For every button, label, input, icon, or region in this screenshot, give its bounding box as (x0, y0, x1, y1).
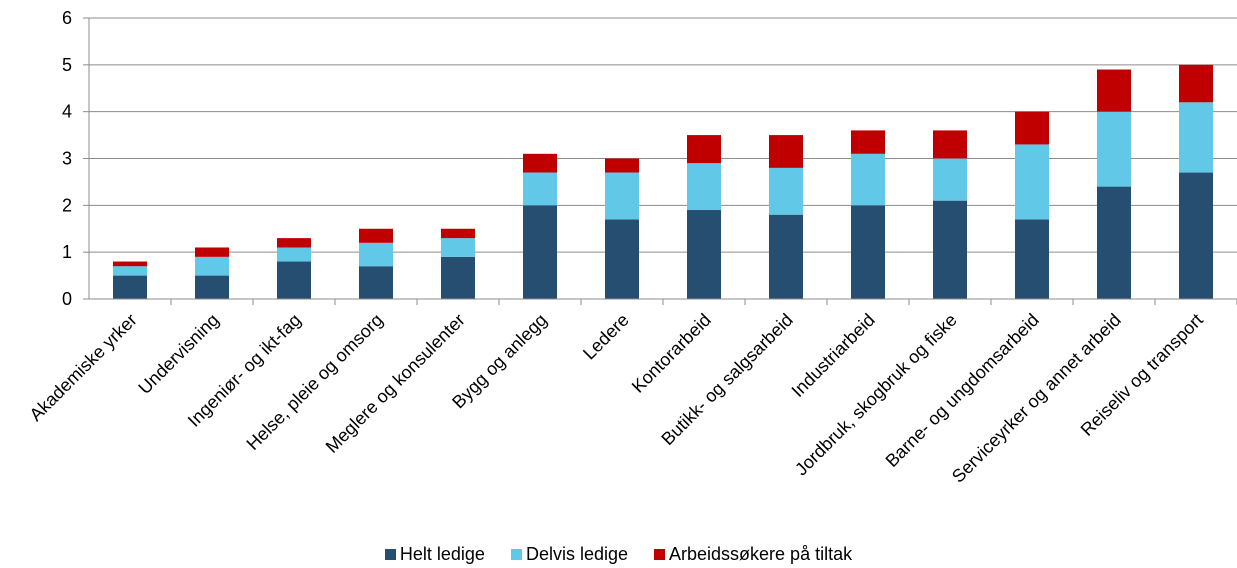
bar-segment-arbeidssokere-pa-tiltak (277, 238, 311, 248)
bar-segment-helt-ledige (113, 275, 147, 299)
bar-segment-helt-ledige (1015, 219, 1049, 299)
bar-segment-helt-ledige (769, 214, 803, 299)
x-category-label: Meglere og konsulenter (322, 310, 469, 457)
bar-segment-delvis-ledige (195, 256, 229, 276)
bar-segment-helt-ledige (359, 266, 393, 299)
y-tick-label: 3 (62, 149, 72, 169)
stacked-bar-chart: 0 1 2 3 4 5 6 Akademiske yrkerUndervisningInge… (26, 8, 1237, 487)
bar-segment-arbeidssokere-pa-tiltak (523, 153, 557, 173)
bar-segment-arbeidssokere-pa-tiltak (687, 135, 721, 164)
x-category-label: Akademiske yrker (26, 310, 141, 425)
legend-label-helt-ledige: Helt ledige (399, 544, 485, 564)
bar-segment-delvis-ledige (523, 172, 557, 206)
x-category-label: Serviceyrker og annet arbeid (948, 310, 1125, 487)
bar-segment-delvis-ledige (1097, 111, 1131, 187)
bar-segment-delvis-ledige (113, 266, 147, 276)
bar-segment-helt-ledige (933, 200, 967, 299)
bar-segment-helt-ledige (1097, 186, 1131, 299)
bar-segment-delvis-ledige (933, 158, 967, 201)
bar-segment-arbeidssokere-pa-tiltak (1179, 64, 1213, 103)
bar-segment-helt-ledige (195, 275, 229, 299)
legend-swatch-arbeidssokere-pa-tiltak (654, 549, 666, 560)
bar-segment-arbeidssokere-pa-tiltak (441, 228, 475, 239)
y-tick-label: 6 (62, 8, 72, 28)
legend: Helt ledige Delvis ledige Arbeidssøkere … (0, 544, 1237, 565)
x-category-label: Helse, pleie og omsorg (243, 310, 387, 454)
bar-segment-delvis-ledige (851, 153, 885, 206)
bar-segment-helt-ledige (441, 256, 475, 299)
bar-segment-arbeidssokere-pa-tiltak (359, 228, 393, 243)
bar-segment-arbeidssokere-pa-tiltak (769, 135, 803, 168)
bar-segment-delvis-ledige (277, 247, 311, 262)
bar-segment-delvis-ledige (769, 167, 803, 215)
x-category-label: Butikk- og salgsarbeid (657, 310, 796, 449)
bar-segment-helt-ledige (851, 205, 885, 299)
bar-segment-helt-ledige (687, 210, 721, 299)
y-tick-label: 5 (62, 55, 72, 75)
legend-item-arbeidssokere-pa-tiltak: Arbeidssøkere på tiltak (654, 544, 852, 565)
bar-segment-helt-ledige (605, 219, 639, 299)
bar-segment-delvis-ledige (1179, 102, 1213, 173)
x-category-label: Jordbruk, skogbruk og fiske (791, 310, 961, 480)
legend-item-delvis-ledige: Delvis ledige (510, 544, 629, 565)
x-category-label: Ledere (579, 310, 633, 364)
grid-lines (89, 17, 1237, 253)
bar-segment-arbeidssokere-pa-tiltak (1097, 69, 1131, 112)
bar-segment-arbeidssokere-pa-tiltak (605, 158, 639, 173)
legend-swatch-delvis-ledige (510, 549, 522, 560)
x-category-label: Barne- og ungdomsarbeid (882, 310, 1043, 471)
bar-segment-arbeidssokere-pa-tiltak (195, 247, 229, 257)
legend-item-helt-ledige: Helt ledige (384, 544, 485, 565)
bar-segment-delvis-ledige (359, 242, 393, 267)
bar-segment-delvis-ledige (687, 163, 721, 211)
bar-segment-helt-ledige (1179, 172, 1213, 299)
x-category-label: Industriarbeid (788, 310, 879, 401)
bar-segment-delvis-ledige (441, 238, 475, 257)
legend-label-arbeidssokere-pa-tiltak: Arbeidssøkere på tiltak (669, 544, 853, 564)
legend-label-delvis-ledige: Delvis ledige (525, 544, 629, 564)
bars (113, 64, 1213, 299)
bar-segment-arbeidssokere-pa-tiltak (1015, 111, 1049, 145)
y-axis: 0 1 2 3 4 5 6 (62, 8, 90, 309)
legend-swatch-helt-ledige (384, 549, 396, 560)
y-tick-label: 0 (62, 289, 72, 309)
y-tick-label: 4 (62, 102, 72, 122)
bar-segment-delvis-ledige (1015, 144, 1049, 220)
bar-segment-helt-ledige (277, 261, 311, 299)
x-category-label: Undervisning (134, 310, 222, 398)
bar-segment-helt-ledige (523, 205, 557, 299)
x-category-label: Kontorarbeid (628, 310, 715, 397)
bar-segment-arbeidssokere-pa-tiltak (113, 261, 147, 267)
bar-segment-delvis-ledige (605, 172, 639, 220)
bar-segment-arbeidssokere-pa-tiltak (933, 130, 967, 159)
y-tick-label: 1 (62, 242, 72, 262)
y-tick-label: 2 (62, 195, 72, 215)
bar-segment-arbeidssokere-pa-tiltak (851, 130, 885, 154)
